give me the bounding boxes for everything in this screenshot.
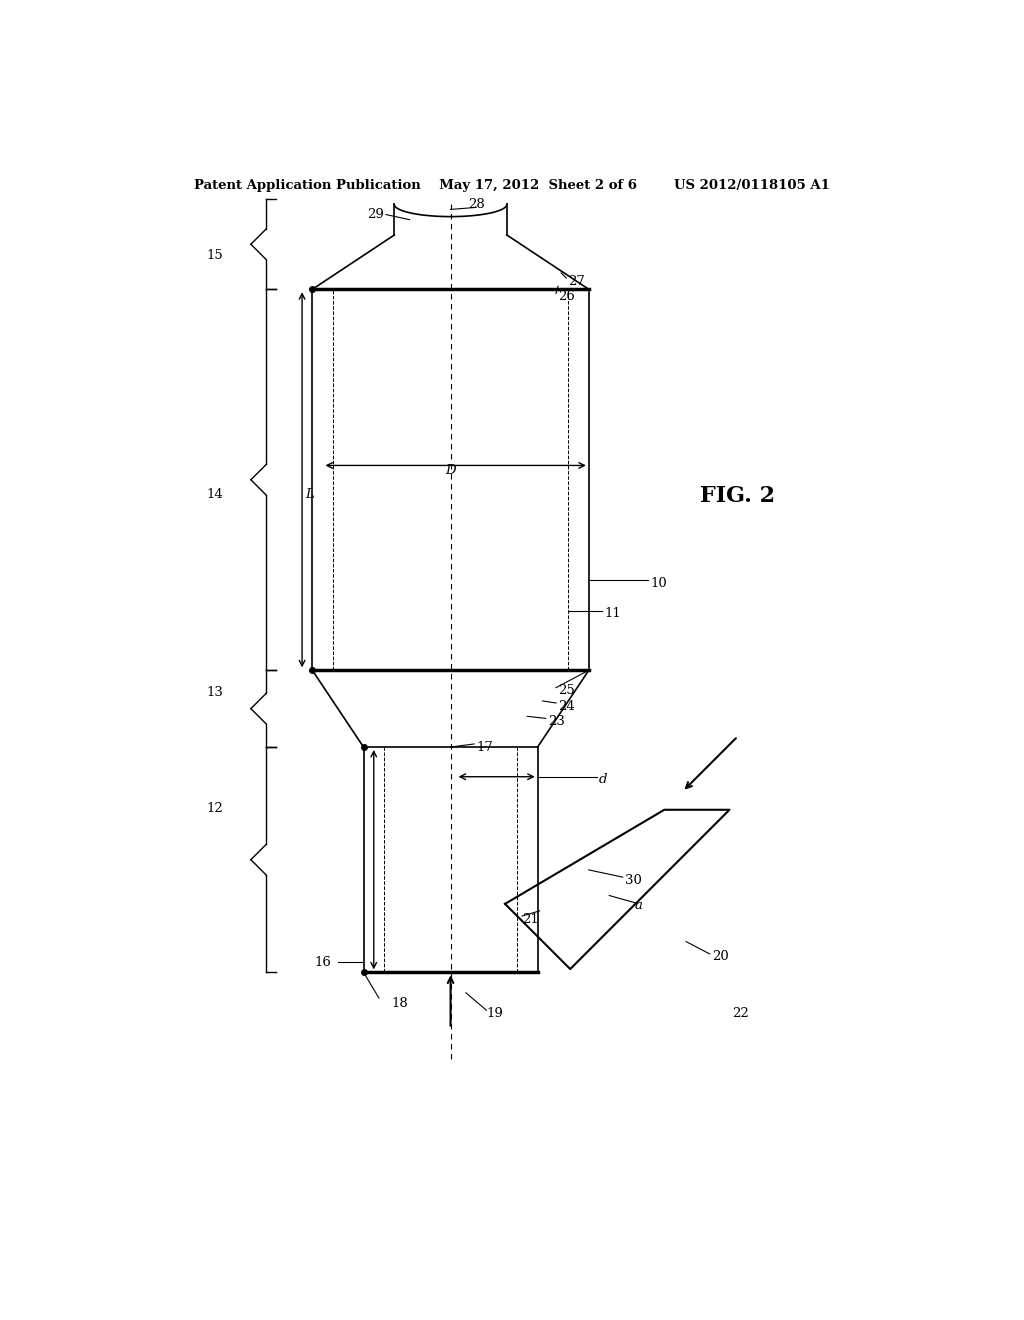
Text: L: L xyxy=(305,487,313,500)
Text: 22: 22 xyxy=(732,1007,749,1020)
Text: 18: 18 xyxy=(391,997,408,1010)
Text: 19: 19 xyxy=(486,1007,503,1020)
Text: 13: 13 xyxy=(207,686,223,700)
Text: 24: 24 xyxy=(558,700,574,713)
Text: d: d xyxy=(599,774,607,787)
Text: 17: 17 xyxy=(476,741,493,754)
Text: a: a xyxy=(635,899,643,912)
Text: 11: 11 xyxy=(604,607,621,620)
Text: 21: 21 xyxy=(522,912,539,925)
Text: 27: 27 xyxy=(568,275,585,288)
Text: 15: 15 xyxy=(207,249,223,261)
Text: 26: 26 xyxy=(558,290,574,304)
Text: D: D xyxy=(445,465,456,477)
Text: 28: 28 xyxy=(468,198,484,211)
Text: 20: 20 xyxy=(712,950,728,964)
Text: 29: 29 xyxy=(368,209,384,220)
Text: FIG. 2: FIG. 2 xyxy=(699,486,775,507)
Text: 30: 30 xyxy=(625,874,641,887)
Text: 25: 25 xyxy=(558,684,574,697)
Text: 10: 10 xyxy=(650,577,667,590)
Text: 16: 16 xyxy=(314,956,331,969)
Text: Patent Application Publication    May 17, 2012  Sheet 2 of 6        US 2012/0118: Patent Application Publication May 17, 2… xyxy=(195,180,829,193)
Text: 14: 14 xyxy=(207,487,223,500)
Text: 23: 23 xyxy=(548,715,564,727)
Text: 12: 12 xyxy=(207,803,223,814)
